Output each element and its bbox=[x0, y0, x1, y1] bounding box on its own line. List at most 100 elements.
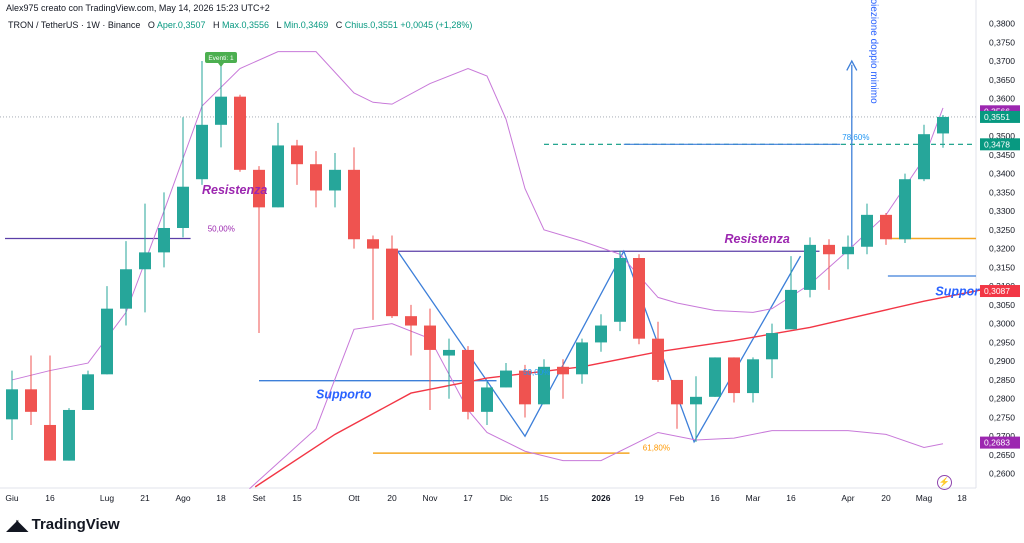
price-label: 0,3478 bbox=[984, 139, 1010, 149]
close-value: Chius.0,3551 bbox=[344, 20, 398, 30]
candle-body bbox=[310, 164, 322, 191]
x-tick-label: Ott bbox=[348, 493, 360, 503]
candle-body bbox=[557, 366, 569, 375]
candle-body bbox=[690, 396, 702, 405]
candle-body bbox=[44, 424, 56, 461]
candle-body bbox=[766, 333, 778, 360]
upper-band-line bbox=[11, 51, 944, 381]
lightning-icon[interactable]: ⚡ bbox=[937, 475, 952, 490]
high-value: Max.0,3556 bbox=[222, 20, 270, 30]
candle-body bbox=[747, 359, 759, 394]
candle-body bbox=[405, 316, 417, 326]
close-label: C bbox=[335, 20, 343, 30]
double-bottom-pattern bbox=[397, 249, 802, 444]
chart-annotation-label: Resistenza bbox=[725, 232, 790, 246]
event-marker-label: Eventi: 1 bbox=[208, 55, 234, 62]
chart-annotation-label: Resistenza bbox=[202, 183, 267, 197]
fib-level-label: 78,60% bbox=[842, 133, 869, 142]
chart-annotation-label: Supporto bbox=[935, 285, 991, 299]
candle-body bbox=[234, 96, 246, 170]
y-tick-label: 0,2900 bbox=[989, 356, 1015, 366]
x-tick-label: Set bbox=[253, 493, 266, 503]
candle-body bbox=[386, 248, 398, 317]
candle-body bbox=[652, 338, 664, 380]
lower-band-line bbox=[249, 323, 944, 490]
candle-body bbox=[348, 169, 360, 240]
y-tick-label: 0,2750 bbox=[989, 412, 1015, 422]
fib-level-label: Proiezione doppio minimo bbox=[868, 0, 879, 104]
candle-body bbox=[481, 387, 493, 412]
candle-body bbox=[215, 96, 227, 125]
y-tick-label: 0,3800 bbox=[989, 19, 1015, 29]
brand: ◢◣ TradingView bbox=[6, 515, 120, 534]
candle-body bbox=[899, 179, 911, 240]
candle-body bbox=[633, 258, 645, 339]
candle-body bbox=[120, 269, 132, 309]
x-tick-label: 20 bbox=[387, 493, 397, 503]
y-tick-label: 0,3300 bbox=[989, 206, 1015, 216]
x-tick-label: 15 bbox=[539, 493, 549, 503]
x-tick-label: 2026 bbox=[592, 493, 611, 503]
y-tick-label: 0,2800 bbox=[989, 394, 1015, 404]
x-tick-label: Apr bbox=[841, 493, 854, 503]
candle-body bbox=[63, 409, 75, 461]
candle-body bbox=[595, 325, 607, 343]
y-tick-label: 0,3400 bbox=[989, 169, 1015, 179]
x-tick-label: 18 bbox=[216, 493, 226, 503]
candle-body bbox=[614, 258, 626, 322]
candle-body bbox=[101, 308, 113, 375]
y-tick-label: 0,3600 bbox=[989, 94, 1015, 104]
y-tick-label: 0,2600 bbox=[989, 469, 1015, 479]
open-value: Aper.0,3507 bbox=[156, 20, 206, 30]
x-tick-label: Mar bbox=[746, 493, 761, 503]
x-tick-label: Lug bbox=[100, 493, 114, 503]
candle-body bbox=[196, 124, 208, 180]
price-label: 0,3551 bbox=[984, 112, 1010, 122]
x-tick-label: Ago bbox=[175, 493, 190, 503]
candle-body bbox=[709, 357, 721, 397]
candle-body bbox=[880, 214, 892, 240]
y-tick-label: 0,3450 bbox=[989, 150, 1015, 160]
event-marker-pointer bbox=[218, 63, 224, 67]
x-tick-label: 16 bbox=[786, 493, 796, 503]
y-tick-label: 0,3000 bbox=[989, 319, 1015, 329]
candle-body bbox=[139, 252, 151, 270]
candle-body bbox=[804, 244, 816, 290]
candle-body bbox=[861, 214, 873, 247]
event-marker bbox=[205, 52, 237, 63]
candle-body bbox=[291, 145, 303, 165]
y-tick-label: 0,3150 bbox=[989, 262, 1015, 272]
candle-body bbox=[519, 370, 531, 405]
candle-body bbox=[785, 289, 797, 330]
symbol-name[interactable]: TRON / TetherUS · 1W · Binance bbox=[8, 20, 141, 30]
x-tick-label: 19 bbox=[634, 493, 644, 503]
y-tick-label: 0,3250 bbox=[989, 225, 1015, 235]
y-tick-label: 0,2700 bbox=[989, 431, 1015, 441]
price-label: 0,2683 bbox=[984, 438, 1010, 448]
candle-body bbox=[462, 349, 474, 412]
candle-body bbox=[842, 246, 854, 255]
candle-body bbox=[329, 169, 341, 191]
fib-level-label: 61,80% bbox=[643, 443, 670, 452]
candle-body bbox=[272, 145, 284, 208]
tradingview-logo-icon: ◢◣ bbox=[6, 515, 29, 534]
chart-header: Alex975 creato con TradingView.com, May … bbox=[6, 3, 270, 13]
candle-body bbox=[367, 239, 379, 249]
x-tick-label: Mag bbox=[916, 493, 933, 503]
y-tick-label: 0,3350 bbox=[989, 187, 1015, 197]
x-tick-label: 21 bbox=[140, 493, 150, 503]
x-tick-label: Dic bbox=[500, 493, 513, 503]
brand-name: TradingView bbox=[31, 516, 120, 533]
x-tick-label: Feb bbox=[670, 493, 685, 503]
y-tick-label: 0,3750 bbox=[989, 37, 1015, 47]
candle-body bbox=[937, 116, 949, 134]
x-tick-label: 17 bbox=[463, 493, 473, 503]
low-value: Min.0,3469 bbox=[283, 20, 329, 30]
fib-level-label: 50,00% bbox=[523, 368, 550, 377]
candle-body bbox=[253, 169, 265, 208]
y-tick-label: 0,3650 bbox=[989, 75, 1015, 85]
price-label: 0,3087 bbox=[984, 286, 1010, 296]
y-tick-label: 0,2950 bbox=[989, 337, 1015, 347]
price-label-bg bbox=[980, 436, 1020, 449]
